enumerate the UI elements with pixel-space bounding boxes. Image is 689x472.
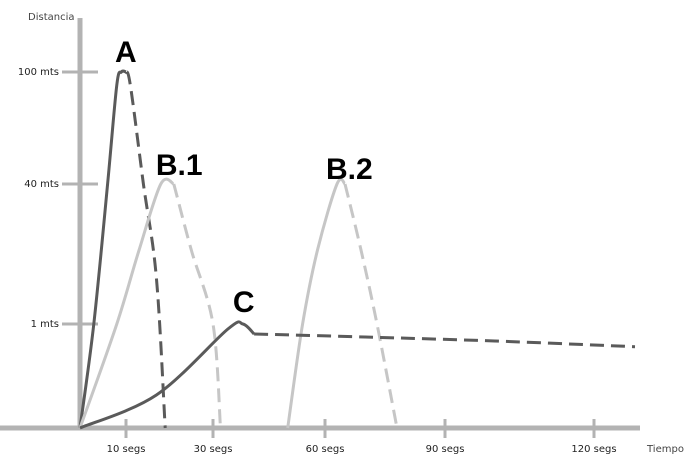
series-label: A [115,36,137,69]
curves [78,69,636,430]
series-b-2 [286,177,399,429]
y-tick-label: 1 mts [31,319,59,330]
series-line-dashed [172,183,222,429]
series-line-solid [78,69,127,429]
x-tick-label: 90 segs [426,444,465,455]
x-tick-label: 120 segs [571,444,616,455]
x-tick-label: 10 segs [107,444,146,455]
series-line-dashed [343,183,399,429]
x-tick-label: 60 segs [306,444,345,455]
series-line-solid [78,177,175,429]
y-tick-label: 100 mts [18,67,59,78]
series-a [78,69,167,429]
series-label: B.1 [156,149,203,182]
curve-labels: A B.1 B.2 C [115,36,373,319]
series-line-solid [79,320,256,430]
series-label: C [233,286,255,319]
series-line-dashed [254,332,636,349]
series-c [79,320,636,430]
series-b-1 [78,177,222,429]
series-line-dashed [124,70,167,429]
axes [0,18,640,431]
y-axis-title: Distancia [28,12,74,23]
y-tick-label: 40 mts [24,179,59,190]
series-line-solid [286,177,347,429]
x-axis-title: Tiempo [646,444,684,455]
series-label: B.2 [326,153,373,186]
x-tick-label: 30 segs [194,444,233,455]
ticks: 10 segs 30 segs 60 segs 90 segs 120 segs 1 mt… [18,67,617,455]
